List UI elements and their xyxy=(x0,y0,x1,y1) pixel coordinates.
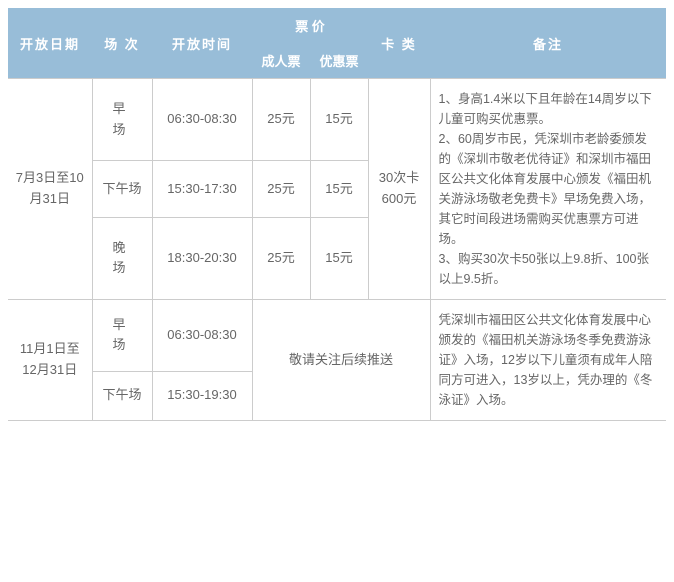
cell-session: 晚 场 xyxy=(92,217,152,299)
table-header: 开放日期 场 次 开放时间 票 价 卡 类 备注 成人票 优惠票 xyxy=(8,8,666,79)
cell-notes: 1、身高1.4米以下且年龄在14周岁以下儿童可购买优惠票。2、60周岁市民，凭深… xyxy=(430,79,666,300)
cell-session: 早 场 xyxy=(92,300,152,372)
cell-pending: 敬请关注后续推送 xyxy=(252,300,430,421)
cell-time: 15:30-19:30 xyxy=(152,371,252,420)
cell-time: 15:30-17:30 xyxy=(152,161,252,218)
cell-adult: 25元 xyxy=(252,217,310,299)
cell-adult: 25元 xyxy=(252,79,310,161)
cell-date-range: 7月3日至10月31日 xyxy=(8,79,92,300)
cell-date-range: 11月1日至12月31日 xyxy=(8,300,92,421)
col-session: 场 次 xyxy=(92,8,152,79)
table-body: 7月3日至10月31日 早 场 06:30-08:30 25元 15元 30次卡… xyxy=(8,79,666,421)
table-row: 7月3日至10月31日 早 场 06:30-08:30 25元 15元 30次卡… xyxy=(8,79,666,161)
table-row: 11月1日至12月31日 早 场 06:30-08:30 敬请关注后续推送 凭深… xyxy=(8,300,666,372)
cell-time: 06:30-08:30 xyxy=(152,300,252,372)
col-adult: 成人票 xyxy=(252,43,310,79)
col-discount: 优惠票 xyxy=(310,43,368,79)
col-card: 卡 类 xyxy=(368,8,430,79)
cell-notes: 凭深圳市福田区公共文化体育发展中心颁发的《福田机关游泳场冬季免费游泳证》入场，1… xyxy=(430,300,666,421)
col-notes: 备注 xyxy=(430,8,666,79)
cell-discount: 15元 xyxy=(310,161,368,218)
cell-adult: 25元 xyxy=(252,161,310,218)
cell-time: 18:30-20:30 xyxy=(152,217,252,299)
col-price: 票 价 xyxy=(252,8,368,43)
cell-card: 30次卡600元 xyxy=(368,79,430,300)
schedule-table: 开放日期 场 次 开放时间 票 价 卡 类 备注 成人票 优惠票 7月3日至10… xyxy=(8,8,666,421)
col-date: 开放日期 xyxy=(8,8,92,79)
cell-session: 下午场 xyxy=(92,371,152,420)
cell-session: 下午场 xyxy=(92,161,152,218)
cell-session: 早 场 xyxy=(92,79,152,161)
cell-discount: 15元 xyxy=(310,217,368,299)
col-time: 开放时间 xyxy=(152,8,252,79)
cell-time: 06:30-08:30 xyxy=(152,79,252,161)
cell-discount: 15元 xyxy=(310,79,368,161)
